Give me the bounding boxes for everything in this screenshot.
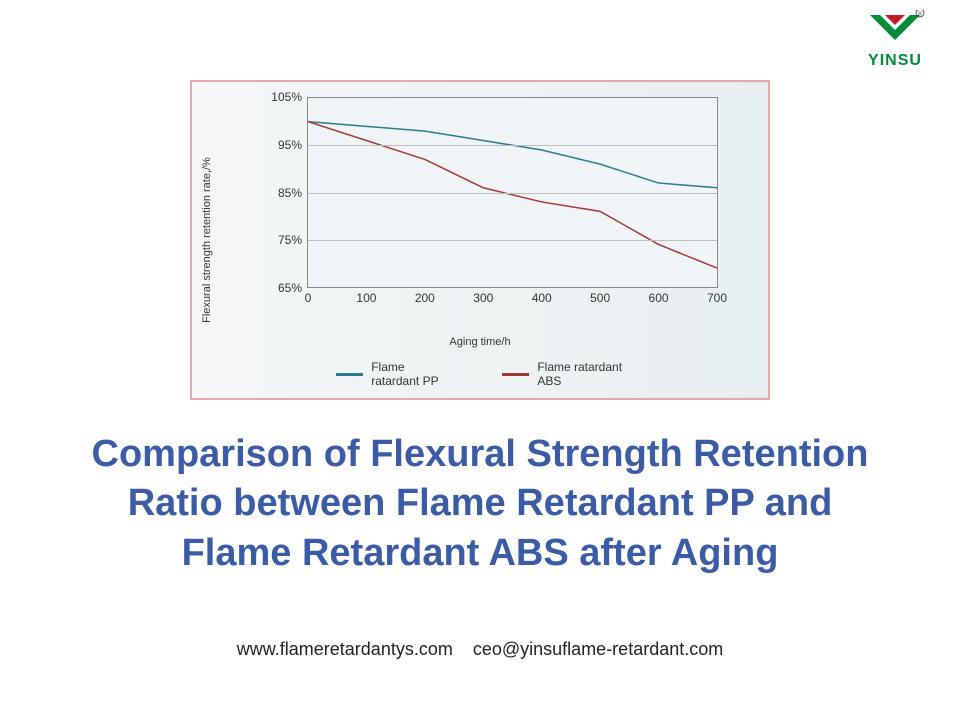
ytick-label: 65% — [262, 281, 302, 295]
legend-swatch — [336, 373, 363, 376]
xtick-label: 600 — [649, 291, 669, 305]
title-line-2: Ratio between Flame Retardant PP and — [20, 479, 940, 528]
legend-label: Flame ratardant PP — [371, 360, 452, 388]
xtick-label: 400 — [532, 291, 552, 305]
ytick-label: 85% — [262, 186, 302, 200]
xtick-label: 500 — [590, 291, 610, 305]
logo-mark: R — [865, 10, 925, 50]
xtick-label: 100 — [356, 291, 376, 305]
gridline — [308, 240, 717, 241]
xtick-label: 200 — [415, 291, 435, 305]
email: ceo@yinsuflame-retardant.com — [473, 639, 723, 659]
website: www.flameretardantys.com — [237, 639, 453, 659]
series-line — [308, 122, 717, 268]
main-title: Comparison of Flexural Strength Retentio… — [0, 430, 960, 578]
logo-text: YINSU — [850, 52, 940, 70]
brand-logo: R YINSU — [850, 10, 940, 80]
gridline — [308, 145, 717, 146]
plot-area: 0100200300400500600700 — [307, 97, 718, 288]
series-line — [308, 122, 717, 188]
title-line-1: Comparison of Flexural Strength Retentio… — [20, 430, 940, 479]
yaxis-label: Flexural strength retention rate,/% — [201, 157, 213, 323]
legend-swatch — [502, 373, 529, 376]
ytick-label: 105% — [262, 90, 302, 104]
ytick-label: 95% — [262, 138, 302, 152]
contact-info: www.flameretardantys.com ceo@yinsuflame-… — [0, 639, 960, 660]
chart-legend: Flame ratardant PP Flame ratardant ABS — [336, 360, 624, 388]
xtick-label: 300 — [473, 291, 493, 305]
chart-inner: 0100200300400500600700 65%75%85%95%105% — [262, 97, 748, 308]
xtick-label: 700 — [707, 291, 727, 305]
legend-item: Flame ratardant ABS — [502, 360, 624, 388]
gridline — [308, 193, 717, 194]
title-line-3: Flame Retardant ABS after Aging — [20, 529, 940, 578]
ytick-label: 75% — [262, 233, 302, 247]
xaxis-label: Aging time/h — [449, 336, 510, 348]
svg-text:R: R — [918, 12, 922, 18]
legend-label: Flame ratardant ABS — [537, 360, 624, 388]
xtick-label: 0 — [305, 291, 312, 305]
legend-item: Flame ratardant PP — [336, 360, 452, 388]
chart-container: Flexural strength retention rate,/% 0100… — [190, 80, 770, 400]
